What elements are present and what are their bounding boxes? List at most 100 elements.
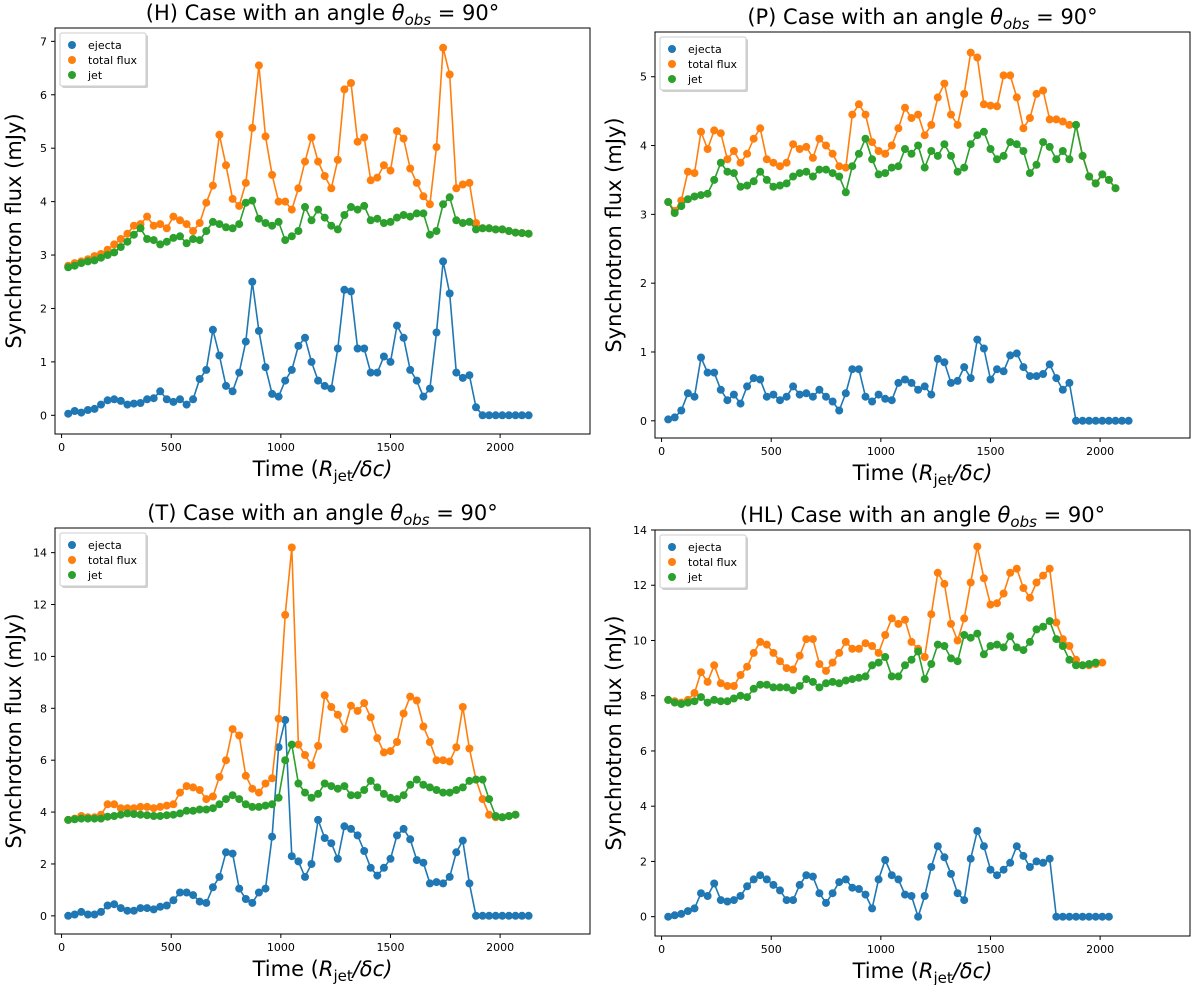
data-point — [868, 661, 877, 670]
data-point — [848, 365, 857, 374]
data-point — [432, 786, 441, 794]
data-point — [314, 815, 323, 824]
data-point — [195, 375, 204, 383]
data-point — [1058, 117, 1067, 126]
data-point — [412, 209, 421, 218]
y-tick-label: 1 — [40, 356, 47, 369]
data-point — [723, 682, 732, 690]
data-point — [1012, 140, 1021, 149]
data-point — [222, 848, 230, 857]
data-point — [261, 219, 270, 227]
data-point — [953, 376, 962, 385]
series-jet — [664, 120, 1120, 217]
data-point — [379, 748, 388, 757]
data-point — [379, 352, 388, 361]
data-point — [776, 181, 784, 190]
data-point — [1052, 155, 1061, 164]
data-point — [412, 696, 421, 705]
data-point — [1006, 351, 1015, 360]
data-point — [986, 865, 995, 874]
data-point — [504, 911, 513, 920]
data-point — [399, 134, 408, 143]
legend-marker — [668, 45, 676, 53]
y-tick-label: 2 — [640, 277, 647, 290]
data-point — [802, 389, 811, 398]
data-point — [901, 661, 909, 670]
legend-marker — [68, 571, 76, 579]
data-point — [986, 375, 995, 384]
data-point — [169, 800, 178, 809]
data-point — [432, 227, 441, 235]
data-point — [149, 905, 158, 914]
data-point — [373, 173, 382, 182]
data-point — [307, 133, 316, 142]
data-point — [703, 698, 712, 707]
data-point — [736, 892, 745, 900]
data-point — [268, 170, 277, 179]
y-tick-label: 12 — [33, 599, 47, 612]
data-point — [762, 680, 771, 689]
data-point — [841, 188, 850, 197]
x-axis-label-r: R — [919, 461, 934, 485]
data-point — [776, 657, 784, 666]
y-tick-label: 2 — [40, 858, 47, 871]
data-point — [1006, 568, 1015, 577]
data-point — [1032, 160, 1041, 169]
data-point — [215, 872, 224, 881]
data-point — [169, 896, 178, 905]
data-point — [478, 775, 487, 784]
data-point — [677, 202, 686, 211]
data-point — [511, 411, 520, 420]
data-point — [756, 167, 765, 176]
data-point — [379, 161, 388, 170]
data-point — [406, 212, 415, 221]
data-point — [162, 395, 171, 404]
data-point — [156, 220, 165, 229]
data-point — [782, 664, 791, 673]
data-point — [320, 779, 329, 788]
data-point — [419, 858, 428, 867]
data-point — [458, 373, 467, 382]
data-point — [261, 132, 270, 141]
data-point — [406, 692, 415, 701]
data-point — [248, 784, 257, 793]
data-point — [268, 800, 277, 809]
chart-title-theta: θ — [392, 1, 405, 25]
data-point — [769, 648, 778, 657]
data-point — [110, 395, 119, 404]
data-point — [848, 675, 857, 684]
data-point — [1098, 658, 1107, 667]
data-point — [881, 149, 890, 158]
data-point — [716, 129, 725, 138]
x-tick-label: 2000 — [1086, 445, 1114, 458]
data-point — [887, 871, 896, 880]
data-point — [953, 167, 962, 176]
data-point — [861, 890, 870, 899]
data-point — [901, 145, 909, 153]
data-point — [874, 170, 883, 179]
x-axis-label-subscript: jet — [332, 467, 352, 485]
x-axis-label-subscript: jet — [932, 471, 952, 489]
data-point — [914, 141, 923, 150]
y-tick-label: 0 — [40, 910, 47, 923]
data-point — [116, 804, 125, 813]
x-axis-label-pre: Time ( — [852, 959, 919, 983]
data-point — [881, 169, 890, 178]
data-point — [268, 221, 277, 230]
data-point — [110, 812, 119, 820]
data-point — [176, 232, 184, 241]
data-point — [1039, 858, 1048, 867]
data-point — [116, 243, 125, 251]
data-point — [828, 658, 837, 667]
data-point — [979, 344, 988, 353]
data-point — [281, 610, 290, 619]
data-point — [979, 650, 988, 659]
data-point — [703, 368, 712, 377]
y-tick-label: 3 — [40, 249, 47, 262]
data-point — [835, 648, 844, 657]
data-point — [176, 809, 184, 818]
data-point — [149, 221, 158, 230]
data-point — [1045, 115, 1054, 124]
data-point — [228, 224, 237, 233]
legend-box — [659, 36, 747, 91]
